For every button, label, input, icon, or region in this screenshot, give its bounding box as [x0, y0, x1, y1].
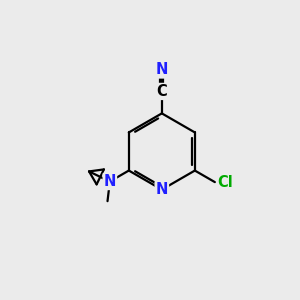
Text: Cl: Cl [218, 175, 233, 190]
Text: N: N [156, 62, 168, 77]
Text: N: N [156, 182, 168, 197]
Text: N: N [103, 174, 116, 189]
Text: C: C [157, 84, 167, 99]
